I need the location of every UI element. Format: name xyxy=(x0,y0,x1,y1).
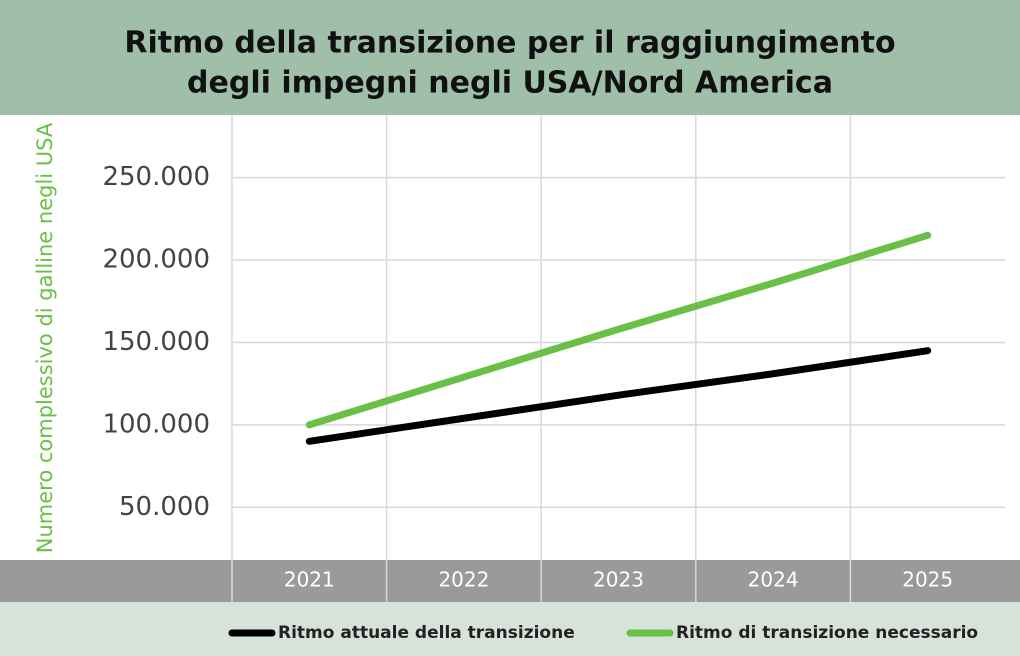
legend-band xyxy=(0,602,1020,656)
y-tick-label: 100.000 xyxy=(102,409,210,439)
y-tick-label: 150.000 xyxy=(102,327,210,357)
title-band xyxy=(0,0,1020,115)
category-band xyxy=(0,560,1020,602)
data-line xyxy=(305,231,932,429)
data-line xyxy=(305,347,932,445)
y-tick-label: 250.000 xyxy=(102,162,210,192)
x-tick-label: 2022 xyxy=(438,568,489,592)
chart-title: degli impegni negli USA/Nord America xyxy=(187,66,833,101)
y-tick-label: 50.000 xyxy=(119,492,210,522)
legend-label: Ritmo attuale della transizione xyxy=(278,623,575,643)
chart-title: Ritmo della transizione per il raggiungi… xyxy=(124,26,895,61)
legend-label: Ritmo di transizione necessario xyxy=(676,623,978,643)
x-tick-label: 2023 xyxy=(593,568,644,592)
x-tick-label: 2024 xyxy=(748,568,799,592)
y-tick-label: 200.000 xyxy=(102,245,210,275)
x-tick-label: 2021 xyxy=(284,568,335,592)
x-tick-label: 2025 xyxy=(902,568,953,592)
y-axis-title: Numero complessivo di galline negli USA xyxy=(33,122,57,553)
